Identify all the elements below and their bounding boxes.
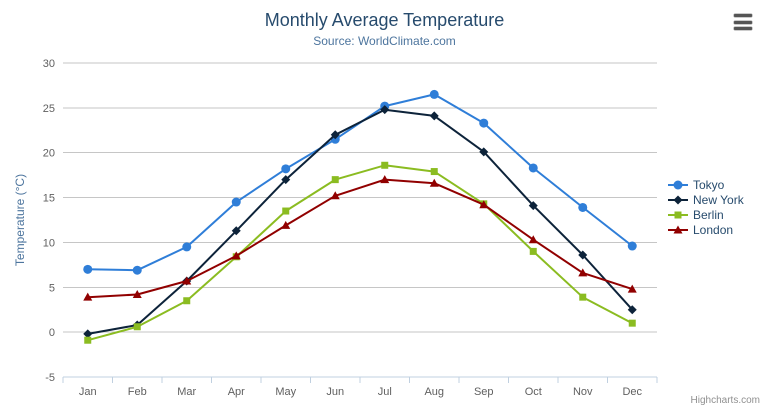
series-tokyo[interactable] <box>83 89 637 275</box>
y-axis-label: -5 <box>45 372 55 384</box>
x-axis-label: Nov <box>573 386 593 398</box>
hamburger-icon <box>734 20 752 24</box>
data-point-marker <box>673 195 683 205</box>
data-point-marker[interactable] <box>430 168 438 176</box>
legend-item-label: London <box>693 223 734 237</box>
data-point-marker[interactable] <box>578 268 588 277</box>
legend-symbol-circle-icon <box>668 180 688 190</box>
data-point-marker[interactable] <box>479 118 489 128</box>
x-axis-label: Sep <box>474 386 494 398</box>
data-point-marker[interactable] <box>529 247 537 255</box>
data-point-marker[interactable] <box>578 250 588 260</box>
data-point-marker[interactable] <box>331 176 339 184</box>
series-line[interactable] <box>86 164 634 342</box>
data-point-marker[interactable] <box>578 202 588 212</box>
data-point-marker[interactable] <box>83 264 93 274</box>
data-point-marker[interactable] <box>429 111 439 121</box>
y-axis-label: 25 <box>43 103 55 115</box>
x-axis-label: Aug <box>424 386 444 398</box>
data-point-marker[interactable] <box>627 305 637 315</box>
x-axis-label: Jan <box>79 386 97 398</box>
x-axis-label: Jul <box>378 386 392 398</box>
context-menu-button[interactable] <box>734 14 754 30</box>
data-point-marker[interactable] <box>627 241 637 251</box>
data-point-marker[interactable] <box>182 242 192 252</box>
data-point-marker[interactable] <box>132 289 142 298</box>
y-axis-label: 15 <box>43 193 55 205</box>
data-point-marker[interactable] <box>133 323 141 331</box>
y-axis-label: 0 <box>49 327 55 339</box>
chart-title: Monthly Average Temperature <box>264 10 505 30</box>
x-axis-label: Apr <box>228 386 245 398</box>
data-point-marker[interactable] <box>282 207 290 215</box>
data-point-marker[interactable] <box>528 163 538 173</box>
series-london[interactable] <box>83 175 637 301</box>
legend-item-label: Berlin <box>693 208 724 222</box>
data-point-marker[interactable] <box>528 235 538 244</box>
data-point-marker[interactable] <box>132 265 142 275</box>
data-point-marker[interactable] <box>380 175 390 184</box>
legend-symbol-triangle-icon <box>668 225 688 234</box>
series-new-york[interactable] <box>83 105 637 339</box>
x-axis-label: Feb <box>128 386 147 398</box>
series-line[interactable] <box>86 108 634 335</box>
hamburger-icon <box>734 27 752 30</box>
y-axis-title: Temperature (°C) <box>13 174 27 266</box>
y-axis-label: 30 <box>43 58 55 70</box>
data-point-marker <box>673 225 683 234</box>
data-point-marker[interactable] <box>528 201 538 211</box>
data-point-marker[interactable] <box>627 284 637 293</box>
chart-subtitle: Source: WorldClimate.com <box>313 34 456 48</box>
x-axis-label: Jun <box>326 386 344 398</box>
legend-symbol-diamond-icon <box>668 195 688 205</box>
legend-item-berlin[interactable]: Berlin <box>668 209 768 221</box>
data-point-marker[interactable] <box>479 200 489 209</box>
hamburger-icon <box>734 14 752 17</box>
data-point-marker <box>674 211 682 219</box>
data-point-marker[interactable] <box>281 164 291 174</box>
data-point-marker[interactable] <box>231 251 241 260</box>
legend-item-tokyo[interactable]: Tokyo <box>668 179 768 191</box>
data-point-marker[interactable] <box>281 220 291 229</box>
legend-item-label: Tokyo <box>693 178 725 192</box>
legend-item-london[interactable]: London <box>668 224 768 236</box>
x-axis-label: Mar <box>177 386 196 398</box>
data-point-marker[interactable] <box>380 105 390 115</box>
data-point-marker[interactable] <box>479 147 489 157</box>
legend-symbol-square-icon <box>668 211 688 219</box>
data-point-marker[interactable] <box>330 130 340 140</box>
data-point-marker[interactable] <box>281 175 291 185</box>
credits-link[interactable]: Highcharts.com <box>690 395 760 406</box>
data-point-marker[interactable] <box>429 89 439 99</box>
data-point-marker[interactable] <box>83 329 93 339</box>
y-axis-label: 5 <box>49 282 55 294</box>
data-point-marker[interactable] <box>330 191 340 200</box>
legend-item-label: New York <box>693 193 744 207</box>
data-point-marker[interactable] <box>429 178 439 187</box>
data-point-marker[interactable] <box>231 226 241 236</box>
data-point-marker[interactable] <box>579 293 587 301</box>
legend-item-new-york[interactable]: New York <box>668 194 768 206</box>
x-axis-label: Oct <box>525 386 542 398</box>
legend: Tokyo New York Berlin London <box>668 179 768 239</box>
series-line[interactable] <box>86 93 634 272</box>
x-axis-label: May <box>275 386 296 398</box>
data-point-marker[interactable] <box>381 161 389 169</box>
y-axis-label: 20 <box>43 148 55 160</box>
y-axis-label: 10 <box>43 237 55 249</box>
data-point-marker[interactable] <box>84 336 92 344</box>
data-point-marker[interactable] <box>182 276 192 285</box>
series-line[interactable] <box>86 178 634 299</box>
data-point-marker[interactable] <box>83 292 93 301</box>
data-point-marker[interactable] <box>231 197 241 207</box>
data-point-marker[interactable] <box>183 297 191 305</box>
x-axis-label: Dec <box>622 386 642 398</box>
series-berlin[interactable] <box>84 161 636 344</box>
data-point-marker[interactable] <box>628 319 636 327</box>
data-point-marker <box>673 180 683 190</box>
